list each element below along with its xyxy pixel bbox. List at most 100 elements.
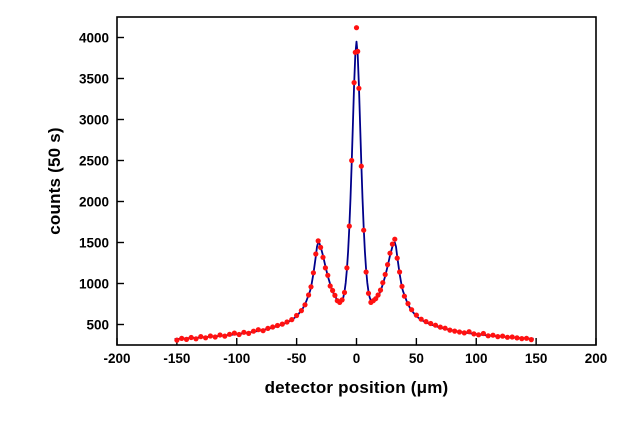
- data-point: [306, 292, 312, 298]
- data-point: [279, 321, 285, 327]
- axis-frame: [116, 16, 597, 346]
- x-tick-label: -200: [103, 351, 130, 366]
- data-point: [528, 337, 534, 343]
- data-point: [423, 319, 429, 325]
- data-point: [313, 251, 319, 257]
- data-point: [461, 330, 467, 336]
- x-axis-title: detector position (μm): [264, 378, 449, 397]
- data-point: [236, 331, 242, 338]
- data-point: [405, 301, 411, 307]
- data-point: [227, 331, 233, 337]
- y-tick-label: 1500: [79, 236, 109, 251]
- y-axis-title: counts (50 s): [45, 127, 64, 235]
- data-point: [495, 334, 501, 340]
- data-point: [310, 270, 316, 276]
- data-point: [320, 254, 326, 260]
- data-point: [212, 334, 218, 340]
- data-point: [456, 329, 463, 335]
- data-point: [318, 244, 324, 250]
- y-tick-label: 2000: [79, 195, 109, 210]
- data-point: [183, 336, 190, 342]
- data-point: [509, 334, 515, 340]
- data-point: [358, 163, 364, 169]
- data-point: [437, 324, 443, 330]
- data-point: [401, 293, 407, 299]
- data-point: [442, 325, 448, 331]
- data-point: [265, 325, 271, 331]
- data-point: [289, 317, 295, 323]
- data-point: [222, 333, 228, 339]
- x-tick-label: 0: [353, 351, 361, 366]
- data-point: [217, 332, 223, 338]
- data-point: [399, 283, 405, 289]
- y-axis: 500 1000 1500 2000 2500 3000 3500 4000: [79, 31, 124, 333]
- data-point: [203, 335, 209, 341]
- y-tick-label: 3500: [79, 72, 109, 87]
- data-point: [349, 157, 355, 164]
- data-point: [409, 307, 415, 313]
- fit-line: [174, 40, 534, 340]
- y-tick-label: 3000: [79, 113, 109, 128]
- data-point: [241, 329, 247, 335]
- data-point: [394, 255, 400, 261]
- y-tick-label: 2500: [79, 154, 109, 169]
- data-point: [365, 290, 372, 296]
- data-point: [274, 322, 281, 329]
- data-point: [270, 324, 276, 330]
- data-point: [397, 269, 403, 275]
- data-point: [418, 316, 424, 322]
- data-point: [353, 25, 360, 31]
- x-axis: -200 -150 -100 -50 0 50 100 150 200: [103, 338, 607, 366]
- data-point: [387, 250, 393, 256]
- data-point: [339, 297, 345, 303]
- data-point: [514, 335, 520, 341]
- data-point: [344, 265, 350, 271]
- data-point: [500, 333, 506, 339]
- data-point: [179, 335, 185, 341]
- data-point: [207, 333, 213, 339]
- data-point: [389, 241, 395, 247]
- data-point: [523, 335, 530, 341]
- data-point: [284, 319, 290, 325]
- data-point: [382, 271, 388, 278]
- data-point: [480, 330, 486, 337]
- data-point: [260, 328, 266, 334]
- scatter-series: [174, 25, 534, 343]
- data-point: [332, 292, 338, 298]
- y-tick-label: 1000: [79, 277, 109, 292]
- data-point: [351, 80, 357, 86]
- x-tick-label: 50: [409, 351, 424, 366]
- data-point: [246, 330, 252, 336]
- data-point: [377, 287, 384, 293]
- data-point: [361, 227, 367, 233]
- data-point: [294, 312, 300, 319]
- data-point: [385, 262, 391, 268]
- data-point: [413, 312, 419, 318]
- data-point: [432, 322, 439, 328]
- data-point: [356, 85, 362, 91]
- data-point: [363, 269, 369, 275]
- data-point: [485, 333, 491, 339]
- data-point: [250, 328, 257, 334]
- y-tick-label: 500: [86, 318, 109, 333]
- x-tick-label: 150: [525, 351, 548, 366]
- data-point: [255, 327, 261, 333]
- data-point: [476, 332, 482, 338]
- data-point: [330, 287, 336, 294]
- data-point: [325, 272, 331, 278]
- x-tick-label: 200: [585, 351, 608, 366]
- data-point: [298, 308, 304, 314]
- data-point: [392, 236, 398, 242]
- x-tick-label: -150: [163, 351, 190, 366]
- x-tick-label: 100: [465, 351, 488, 366]
- data-point: [346, 223, 352, 229]
- data-point: [302, 302, 308, 308]
- data-point: [466, 329, 472, 335]
- data-point: [355, 48, 361, 55]
- data-point: [341, 289, 348, 296]
- data-point: [490, 332, 496, 338]
- data-point: [308, 284, 314, 290]
- data-point: [380, 280, 386, 286]
